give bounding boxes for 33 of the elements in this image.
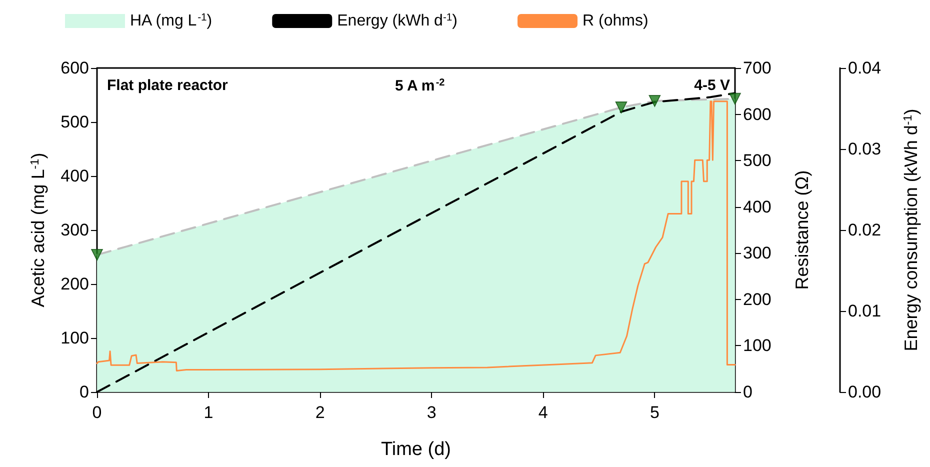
y-tick-label: 100 [60,328,89,348]
x-tick-label: 4 [538,403,548,422]
x-tick-label: 2 [315,403,325,422]
y3-tick-label: 0.03 [848,140,882,158]
y3-tick-label: 0.04 [848,58,882,78]
y3-tick-label: 0.01 [848,302,882,320]
x-tick-label: 0 [92,403,102,422]
y-tick-label: 500 [60,112,89,132]
y3-tick-label: 0.00 [848,382,882,402]
x-tick-label: 3 [426,403,436,422]
y-tick-label: 400 [60,166,89,186]
y2-tick-label: 500 [743,151,772,170]
annotation: Flat plate reactor [107,77,228,94]
annotation: 4-5 V [694,77,730,94]
y2-tick-label: 200 [743,290,772,309]
y-axis-title: Acetic acid (mg L-1) [28,152,48,308]
y2-tick-label: 0 [743,382,752,402]
y-tick-label: 0 [80,382,89,402]
y2-tick-label: 700 [743,58,772,78]
y2-tick-label: 100 [743,336,772,356]
y-tick-label: 600 [60,58,89,78]
y2-axis-title: Resistance (Ω) [792,170,812,290]
x-axis-title: Time (d) [380,439,452,460]
x-tick-label: 5 [650,403,660,422]
y-tick-label: 200 [60,274,89,294]
y3-axis-title: Energy consumption (kWh d-1) [901,108,921,352]
y3-tick-label: 0.02 [848,220,882,240]
y2-tick-label: 600 [743,104,772,124]
y2-tick-label: 400 [743,197,772,216]
legend-label: R (ohms) [582,12,648,30]
y2-tick-label: 300 [743,244,772,263]
x-tick-label: 1 [204,403,214,422]
y-tick-label: 300 [60,220,89,240]
